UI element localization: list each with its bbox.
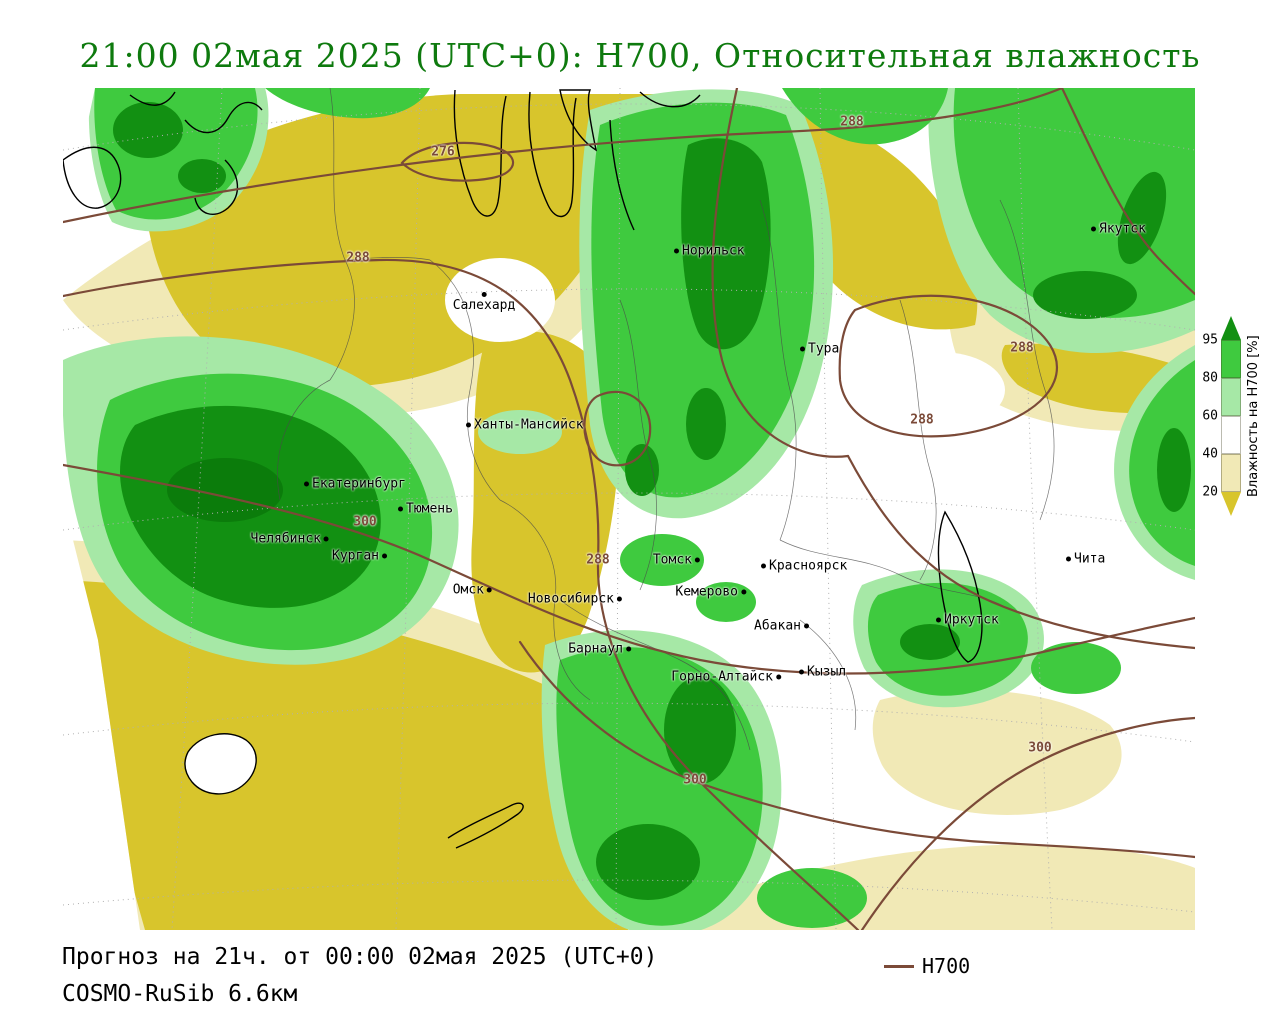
humidity-region [620, 534, 704, 586]
model-info: COSMO-RuSib 6.6км [62, 981, 298, 1007]
humidity-region [478, 410, 562, 454]
coastline [447, 802, 524, 849]
graticule-line [63, 702, 1195, 743]
humidity-region [178, 159, 226, 193]
forecast-info: Прогноз на 21ч. от 00:00 02мая 2025 (UTC… [62, 944, 658, 970]
admin-boundary [759, 199, 797, 541]
h700-contour-288 [583, 390, 652, 467]
h700-contour-300 [860, 716, 1195, 930]
h700-contour-300 [63, 463, 1195, 675]
coastline [528, 91, 577, 218]
humidity-region [1157, 428, 1191, 512]
contour-layer [63, 88, 1195, 930]
humidity-region [1033, 271, 1137, 319]
h700-contour-276 [400, 141, 515, 182]
lake [184, 733, 257, 795]
humidity-region [875, 352, 1005, 428]
coastline-layer [63, 89, 983, 849]
humidity-region [167, 458, 283, 522]
colorbar-segment [1221, 416, 1241, 454]
admin-boundary [559, 599, 751, 751]
admin-boundary-layer [277, 88, 1055, 751]
coastline [129, 91, 176, 106]
admin-boundary [429, 259, 501, 501]
colorbar-segment [1221, 378, 1241, 416]
graticule-layer [63, 88, 1195, 930]
coastline [63, 146, 122, 209]
h700-contour-288 [711, 88, 850, 458]
colorbar: 95 80 60 40 20 Влажность на H700 [%] [1194, 316, 1261, 516]
admin-boundary [277, 379, 331, 501]
h700-legend-label: H700 [922, 954, 971, 978]
coastline [559, 89, 598, 152]
colorbar-segment [1221, 316, 1241, 340]
h700-contour-288 [63, 258, 860, 930]
admin-boundary [999, 199, 1055, 521]
humidity-region [681, 138, 771, 350]
graticule-line [63, 103, 1195, 151]
h700-contour-288 [838, 294, 1058, 438]
admin-boundary [899, 299, 937, 581]
h700-contour-300 [518, 640, 1195, 859]
humidity-region [625, 444, 659, 496]
humidity-region [63, 580, 646, 930]
humidity-region [265, 88, 430, 119]
colorbar-tick: 80 [1202, 370, 1218, 386]
humidity-region [1031, 642, 1121, 694]
h700-contour-288 [1060, 88, 1195, 296]
humidity-region [900, 624, 960, 660]
colorbar-segment [1221, 492, 1241, 516]
lake-baikal [937, 510, 983, 663]
colorbar-segment [1221, 454, 1241, 492]
humidity-region [1117, 171, 1167, 265]
h700-contour-288 [846, 454, 1195, 650]
colorbar-segment [1221, 340, 1241, 378]
coastline [609, 119, 635, 231]
humidity-region [664, 676, 736, 784]
colorbar-tick: 40 [1202, 446, 1218, 462]
humidity-region [782, 88, 948, 145]
colorbar-tick: 95 [1202, 332, 1218, 348]
contour-legend: H700 [884, 954, 970, 978]
colorbar-ticks: 95 80 60 40 20 [1194, 316, 1218, 516]
humidity-region [596, 824, 700, 900]
h700-line-swatch [884, 964, 914, 968]
humidity-region [872, 689, 1122, 815]
admin-boundary [619, 299, 657, 591]
admin-boundary [344, 256, 431, 261]
coastline [194, 159, 239, 216]
colorbar-tick: 60 [1202, 408, 1218, 424]
admin-boundary [799, 619, 857, 731]
graticule-line [63, 288, 1195, 331]
humidity-region [757, 868, 867, 928]
humidity-fill-layer [63, 88, 1195, 930]
coastline [184, 101, 263, 134]
coastline [639, 91, 701, 108]
graticule-line [63, 492, 1195, 531]
humidity-region [113, 102, 183, 158]
admin-boundary [499, 499, 591, 701]
humidity-region [738, 532, 834, 584]
colorbar-label: Влажность на H700 [%] [1246, 335, 1261, 497]
humidity-region [696, 582, 756, 622]
admin-boundary [329, 88, 355, 381]
page-title: 21:00 02мая 2025 (UTC+0): H700, Относите… [79, 36, 1201, 75]
humidity-region [686, 388, 726, 460]
colorbar-tick: 20 [1202, 484, 1218, 500]
humidity-region [445, 258, 555, 342]
colorbar-bar [1221, 316, 1241, 516]
h700-contour-288 [63, 88, 1064, 224]
